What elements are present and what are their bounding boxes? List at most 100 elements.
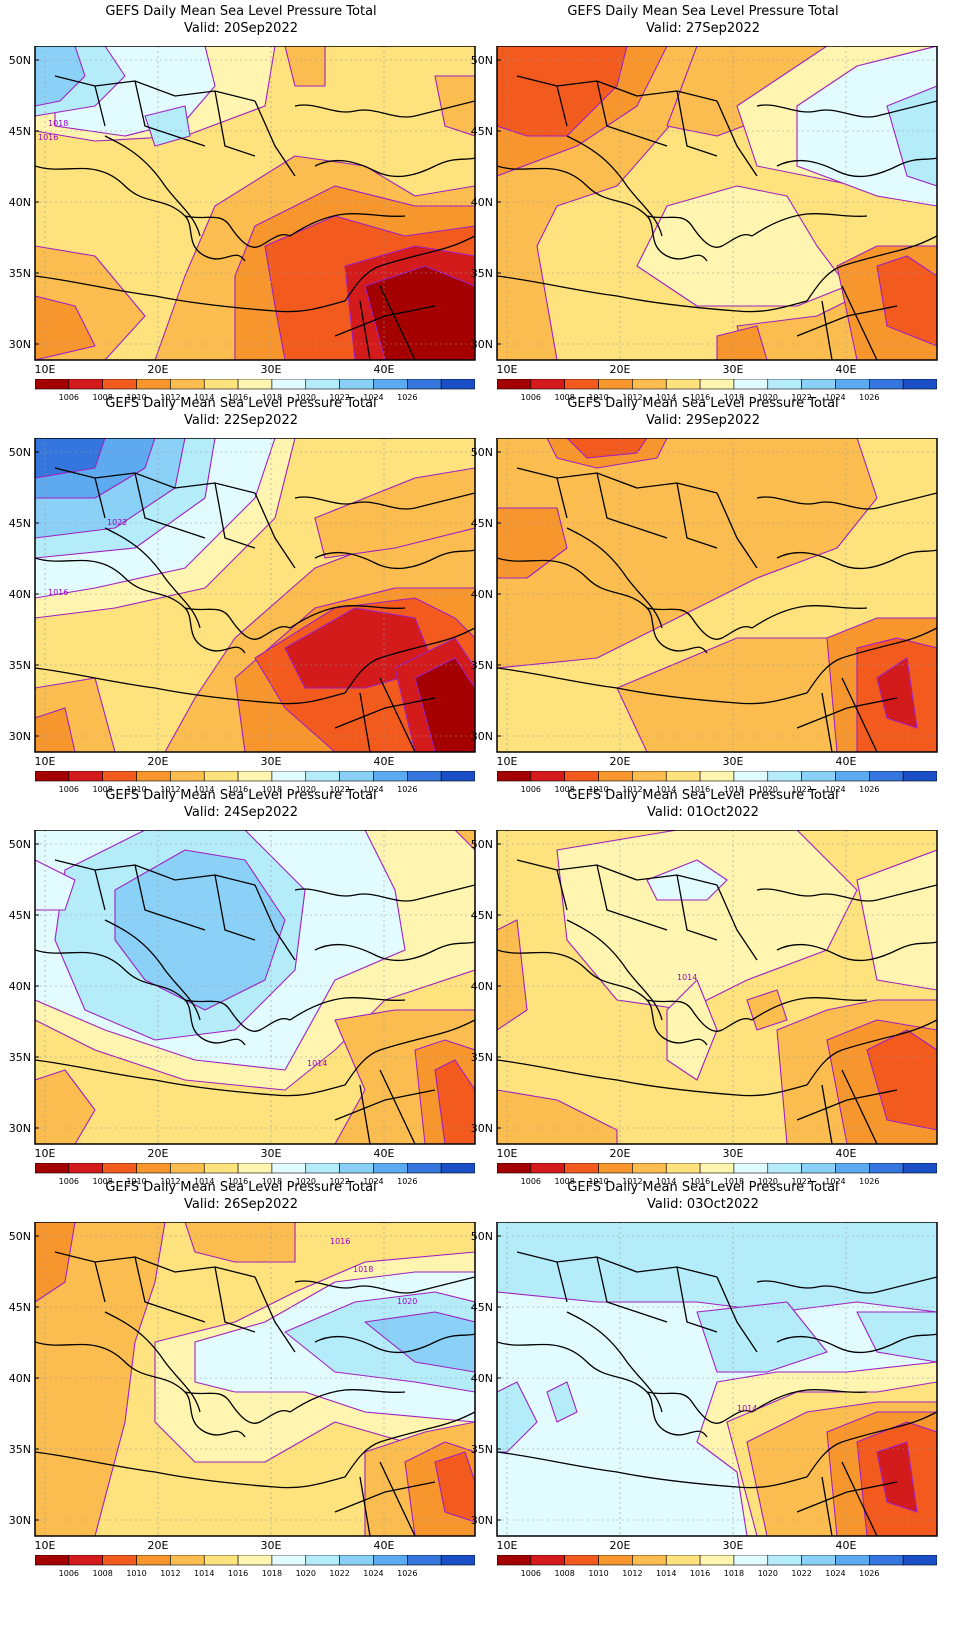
- pressure-contour-fill: [434, 1059, 475, 1144]
- coastline: [751, 604, 868, 629]
- colorbar-swatch: [136, 770, 171, 782]
- colorbar-swatch: [339, 1554, 374, 1566]
- map-panel: GEFS Daily Mean Sea Level Pressure Total…: [0, 1176, 482, 1586]
- coastline: [676, 874, 718, 941]
- colorbar-swatch: [407, 1554, 442, 1566]
- colorbar-swatch: [869, 378, 904, 390]
- coastline: [344, 235, 475, 302]
- coastline: [214, 90, 256, 157]
- colorbar-tick-label: 1008: [93, 1177, 113, 1186]
- colorbar-tick-label: 1024: [825, 393, 845, 402]
- colorbar-tick-label: 1006: [59, 785, 79, 794]
- colorbar-tick-label: 1020: [758, 393, 778, 402]
- lat-tick-label: 40N: [9, 980, 31, 993]
- contour-label: 1014: [737, 1404, 757, 1413]
- colorbar-tick-label: 1010: [588, 1569, 608, 1578]
- coastline: [497, 1059, 808, 1097]
- colorbar-swatch: [68, 378, 103, 390]
- colorbar-tick-label: 1008: [555, 1177, 575, 1186]
- colorbar-tick-label: 1014: [656, 393, 676, 402]
- lon-axis: 10E 20E 30E 40E: [497, 1147, 857, 1160]
- colorbar-tick-label: 1016: [690, 1569, 710, 1578]
- coastline: [184, 1391, 291, 1424]
- coastline: [94, 477, 106, 519]
- coastline: [516, 467, 718, 494]
- pressure-map: 1014 50N 45N 40N 35N 30N: [9, 830, 476, 1145]
- colorbar-tick-label: 1014: [194, 393, 214, 402]
- colorbar-swatch: [632, 378, 667, 390]
- colorbar-swatch: [170, 1554, 205, 1566]
- lon-tick-label: 30E: [723, 363, 744, 376]
- colorbar-tick-label: 1022: [329, 393, 349, 402]
- coastline: [646, 1391, 753, 1424]
- coastline: [751, 212, 868, 237]
- colorbar-tick-label: 1024: [825, 1177, 845, 1186]
- map-canvas: 50N 45N 40N 35N 30N: [471, 46, 938, 361]
- coastline: [379, 285, 416, 360]
- colorbar-tick-label: 1024: [825, 785, 845, 794]
- coastline: [497, 165, 708, 262]
- colorbar-tick-label: 1006: [521, 1569, 541, 1578]
- colorbar-swatch: [869, 770, 904, 782]
- colorbar-tick-label: 1020: [296, 1569, 316, 1578]
- coastline: [497, 1451, 808, 1489]
- map-panel: GEFS Daily Mean Sea Level Pressure Total…: [462, 1176, 944, 1586]
- contour-label: 1020: [397, 1297, 417, 1306]
- colorbar-swatch: [530, 1162, 565, 1174]
- colorbar-swatch: [237, 1554, 273, 1566]
- coastline: [596, 472, 668, 539]
- coastline: [134, 864, 206, 931]
- lat-tick-label: 45N: [471, 125, 493, 138]
- map-frame: [34, 46, 476, 361]
- colorbar-swatch: [203, 1554, 239, 1566]
- coastline: [379, 1461, 416, 1536]
- coastline: [359, 1476, 371, 1536]
- coastline: [94, 85, 106, 127]
- lat-tick-label: 40N: [471, 588, 493, 601]
- colorbar-swatch: [564, 770, 599, 782]
- lon-axis: 10E 20E 30E 40E: [35, 755, 395, 768]
- colorbar-swatch: [632, 1554, 667, 1566]
- valid-date: Valid: 03Oct2022: [647, 1197, 759, 1212]
- colorbar-tick-label: 1024: [363, 1177, 383, 1186]
- coastline: [334, 305, 436, 337]
- lon-tick-label: 10E: [497, 1147, 518, 1160]
- pressure-contour-fill: [414, 657, 475, 752]
- coastline: [806, 1019, 937, 1086]
- lat-tick-label: 50N: [9, 838, 31, 851]
- colorbar-tick-label: 1026: [397, 393, 417, 402]
- colorbar-swatch: [305, 1162, 340, 1174]
- coastline: [54, 467, 256, 494]
- colorbar-swatch: [564, 1162, 599, 1174]
- lon-axis: 10E 20E 30E 40E: [35, 1539, 395, 1552]
- colorbar-tick-label: 1006: [521, 393, 541, 402]
- map-panel: GEFS Daily Mean Sea Level Pressure Total…: [462, 784, 944, 1194]
- lat-tick-label: 50N: [9, 1230, 31, 1243]
- colorbar-swatch: [339, 1162, 374, 1174]
- lon-tick-label: 30E: [723, 1539, 744, 1552]
- pressure-map: 1014 50N 45N 40N 35N 30N: [471, 1222, 938, 1537]
- colorbar-swatch: [598, 378, 633, 390]
- panel-title: GEFS Daily Mean Sea Level Pressure Total: [567, 788, 839, 803]
- pressure-contour-fill: [796, 46, 937, 207]
- coastline: [314, 1333, 475, 1354]
- colorbar-swatch: [632, 1162, 667, 1174]
- coastline: [716, 492, 758, 569]
- colorbar-tick-label: 1018: [262, 393, 282, 402]
- colorbar-swatch: [68, 1554, 103, 1566]
- lat-tick-label: 50N: [471, 446, 493, 459]
- colorbar: 1006 1008 1010 1012 1014 1016 1018 1020 1022 1024…: [34, 770, 476, 799]
- coastline: [716, 1276, 758, 1353]
- contour-label: 1014: [307, 1059, 327, 1068]
- colorbar-swatch: [203, 378, 239, 390]
- pressure-contour-fill: [35, 46, 86, 107]
- lat-tick-label: 35N: [9, 659, 31, 672]
- pressure-contour-fill: [866, 1029, 937, 1131]
- colorbar-tick-label: 1010: [588, 785, 608, 794]
- coastline: [289, 604, 406, 629]
- colorbar-swatch: [530, 770, 565, 782]
- coastline: [35, 165, 246, 262]
- coastline: [314, 157, 475, 178]
- lat-tick-label: 40N: [9, 1372, 31, 1385]
- pressure-contour-fill: [497, 1089, 618, 1144]
